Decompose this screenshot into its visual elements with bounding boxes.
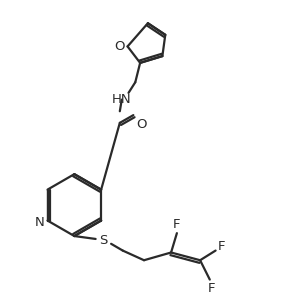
Text: S: S [99, 234, 107, 247]
Text: F: F [208, 282, 215, 294]
Text: O: O [136, 118, 146, 131]
Text: O: O [115, 40, 125, 53]
Text: F: F [173, 218, 181, 231]
Text: HN: HN [112, 93, 132, 106]
Text: N: N [35, 216, 45, 229]
Text: F: F [218, 240, 225, 253]
